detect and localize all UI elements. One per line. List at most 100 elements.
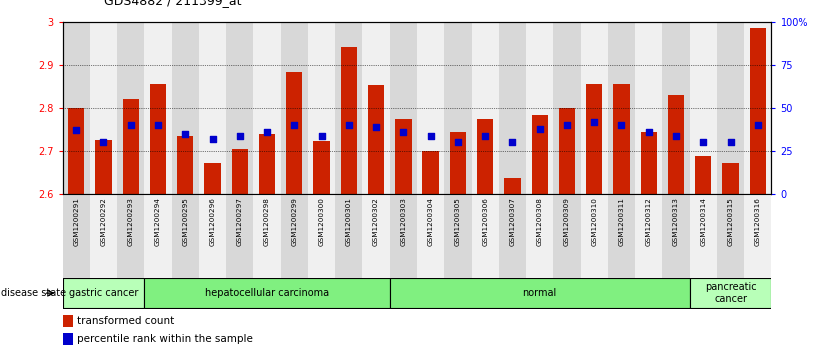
Bar <box>172 194 198 278</box>
Bar <box>471 194 499 278</box>
Bar <box>63 22 90 194</box>
Bar <box>226 22 254 194</box>
Text: GSM1200303: GSM1200303 <box>400 197 406 246</box>
Point <box>724 139 737 145</box>
Bar <box>445 22 471 194</box>
Text: GSM1200296: GSM1200296 <box>209 197 215 246</box>
Text: GSM1200300: GSM1200300 <box>319 197 324 246</box>
Bar <box>499 22 526 194</box>
Text: disease state: disease state <box>1 288 66 298</box>
Text: GSM1200311: GSM1200311 <box>619 197 625 246</box>
Point <box>696 139 710 145</box>
Bar <box>744 22 771 194</box>
Bar <box>559 108 575 194</box>
Bar <box>553 22 580 194</box>
Bar <box>177 136 193 194</box>
Bar <box>340 47 357 194</box>
Point <box>288 122 301 128</box>
Bar <box>63 278 144 308</box>
Bar <box>226 194 254 278</box>
Bar <box>63 194 90 278</box>
Text: GSM1200298: GSM1200298 <box>264 197 270 246</box>
Bar <box>90 22 117 194</box>
Text: GSM1200294: GSM1200294 <box>155 197 161 246</box>
Text: GSM1200295: GSM1200295 <box>183 197 188 246</box>
Bar <box>580 22 608 194</box>
Bar <box>722 163 739 194</box>
Bar <box>477 119 494 194</box>
Bar <box>608 22 636 194</box>
Text: GSM1200307: GSM1200307 <box>510 197 515 246</box>
Text: normal: normal <box>523 288 557 298</box>
Text: GSM1200315: GSM1200315 <box>727 197 734 246</box>
Bar <box>586 84 602 194</box>
Text: GSM1200309: GSM1200309 <box>564 197 570 246</box>
Bar <box>717 22 744 194</box>
Point <box>505 139 519 145</box>
Point <box>670 133 683 139</box>
Point <box>560 122 574 128</box>
Text: GSM1200312: GSM1200312 <box>646 197 651 246</box>
Bar <box>690 22 717 194</box>
Bar <box>144 278 389 308</box>
Bar <box>198 22 226 194</box>
Bar <box>389 194 417 278</box>
Text: GSM1200316: GSM1200316 <box>755 197 761 246</box>
Bar <box>636 22 662 194</box>
Bar <box>63 315 73 327</box>
Bar <box>308 194 335 278</box>
Bar <box>232 149 248 194</box>
Text: GSM1200293: GSM1200293 <box>128 197 133 246</box>
Text: GSM1200299: GSM1200299 <box>291 197 297 246</box>
Bar <box>662 194 690 278</box>
Point <box>151 122 164 128</box>
Point <box>69 127 83 133</box>
Point <box>206 136 219 142</box>
Point <box>97 139 110 145</box>
Bar <box>117 22 144 194</box>
Text: GSM1200291: GSM1200291 <box>73 197 79 246</box>
Bar <box>417 194 445 278</box>
Bar <box>95 140 112 194</box>
Point <box>451 139 465 145</box>
Text: GSM1200301: GSM1200301 <box>346 197 352 246</box>
Bar <box>144 194 172 278</box>
Bar <box>90 194 117 278</box>
Bar <box>368 85 384 194</box>
Point <box>751 122 765 128</box>
Bar <box>499 194 526 278</box>
Text: percentile rank within the sample: percentile rank within the sample <box>77 334 253 344</box>
Bar <box>144 22 172 194</box>
Bar <box>254 194 281 278</box>
Point <box>369 124 383 130</box>
Bar <box>450 132 466 194</box>
Text: GSM1200304: GSM1200304 <box>428 197 434 246</box>
Point <box>342 122 355 128</box>
Text: GSM1200308: GSM1200308 <box>537 197 543 246</box>
Bar <box>117 194 144 278</box>
Point <box>424 133 437 139</box>
Point <box>315 133 329 139</box>
Bar <box>662 22 690 194</box>
Text: transformed count: transformed count <box>77 316 174 326</box>
Point <box>479 133 492 139</box>
Bar <box>641 132 657 194</box>
Text: GSM1200306: GSM1200306 <box>482 197 488 246</box>
Point <box>234 133 247 139</box>
Point <box>587 119 600 125</box>
Point <box>533 126 546 132</box>
Bar <box>172 22 198 194</box>
Text: pancreatic
cancer: pancreatic cancer <box>705 282 756 304</box>
Bar <box>526 22 553 194</box>
Bar <box>259 134 275 194</box>
Bar <box>531 115 548 194</box>
Bar <box>389 278 690 308</box>
Bar <box>505 178 520 194</box>
Bar <box>526 194 553 278</box>
Text: GSM1200302: GSM1200302 <box>373 197 379 246</box>
Text: GSM1200314: GSM1200314 <box>701 197 706 246</box>
Bar <box>308 22 335 194</box>
Text: gastric cancer: gastric cancer <box>68 288 138 298</box>
Bar <box>123 99 139 194</box>
Bar <box>580 194 608 278</box>
